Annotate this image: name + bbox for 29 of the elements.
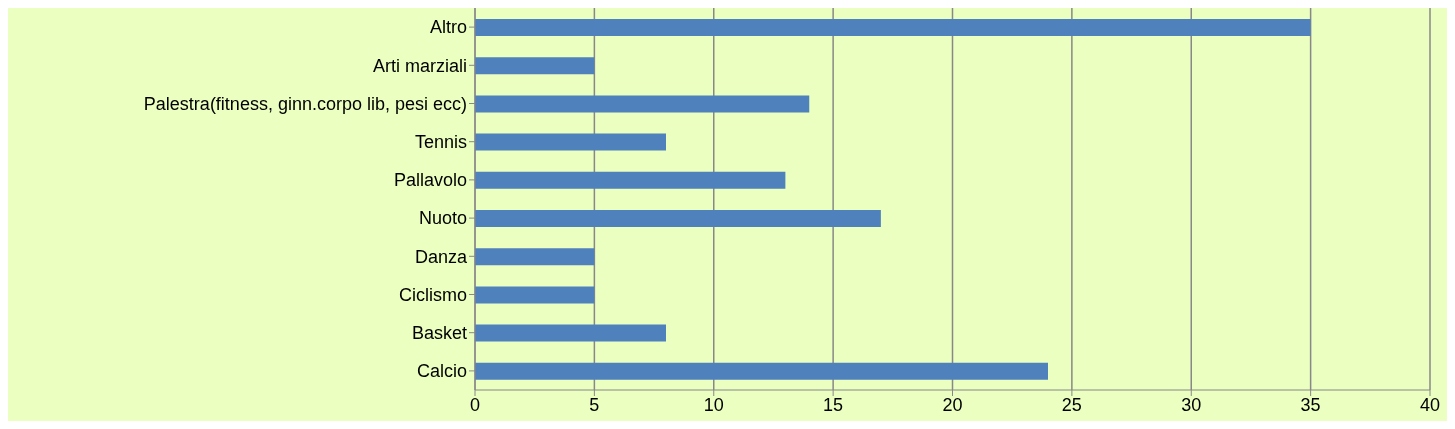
y-tick-label: Arti marziali (372, 55, 467, 76)
x-tick-label: 20 (942, 394, 963, 415)
bar (475, 133, 666, 151)
bar (475, 57, 595, 75)
y-tick-label: Calcio (416, 361, 467, 382)
x-tick-label: 15 (823, 394, 844, 415)
y-tick-label: Altro (429, 17, 467, 38)
y-tick-label: Pallavolo (393, 170, 467, 191)
y-tick-label: Tennis (414, 132, 467, 153)
y-tick-label: Danza (414, 246, 468, 267)
y-tick-label: Palestra(fitness, ginn.corpo lib, pesi ecc) (143, 93, 467, 114)
bar (475, 171, 786, 189)
x-tick-label: 25 (1061, 394, 1082, 415)
bar (475, 362, 1048, 380)
bar (475, 286, 595, 304)
x-tick-label: 0 (469, 394, 481, 415)
y-tick-label: Basket (411, 323, 467, 344)
y-tick-label: Nuoto (418, 208, 467, 229)
y-tick-label: Ciclismo (398, 284, 467, 305)
bar (475, 210, 881, 227)
x-tick-label: 10 (703, 394, 724, 415)
bar (475, 19, 1311, 36)
bar (475, 95, 810, 113)
bar (475, 248, 595, 266)
x-tick-label: 35 (1300, 394, 1321, 415)
bar (475, 324, 666, 342)
x-tick-label: 30 (1181, 394, 1202, 415)
x-tick-label: 40 (1419, 394, 1441, 415)
x-tick-label: 5 (589, 394, 600, 415)
